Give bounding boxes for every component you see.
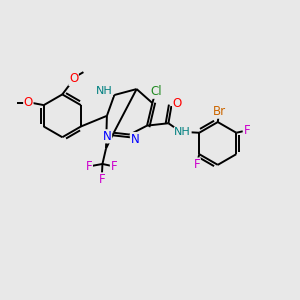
Text: F: F — [110, 160, 117, 173]
Text: O: O — [69, 73, 78, 85]
Text: N: N — [130, 133, 139, 146]
Text: NH: NH — [96, 86, 112, 96]
Text: O: O — [24, 96, 33, 109]
Text: N: N — [103, 130, 112, 143]
Text: F: F — [86, 160, 92, 173]
Text: NH: NH — [174, 127, 191, 137]
Text: Br: Br — [213, 105, 226, 118]
Text: F: F — [243, 124, 250, 137]
Text: F: F — [98, 173, 105, 186]
Text: O: O — [173, 97, 182, 110]
Text: Cl: Cl — [150, 85, 162, 98]
Text: F: F — [194, 158, 200, 171]
